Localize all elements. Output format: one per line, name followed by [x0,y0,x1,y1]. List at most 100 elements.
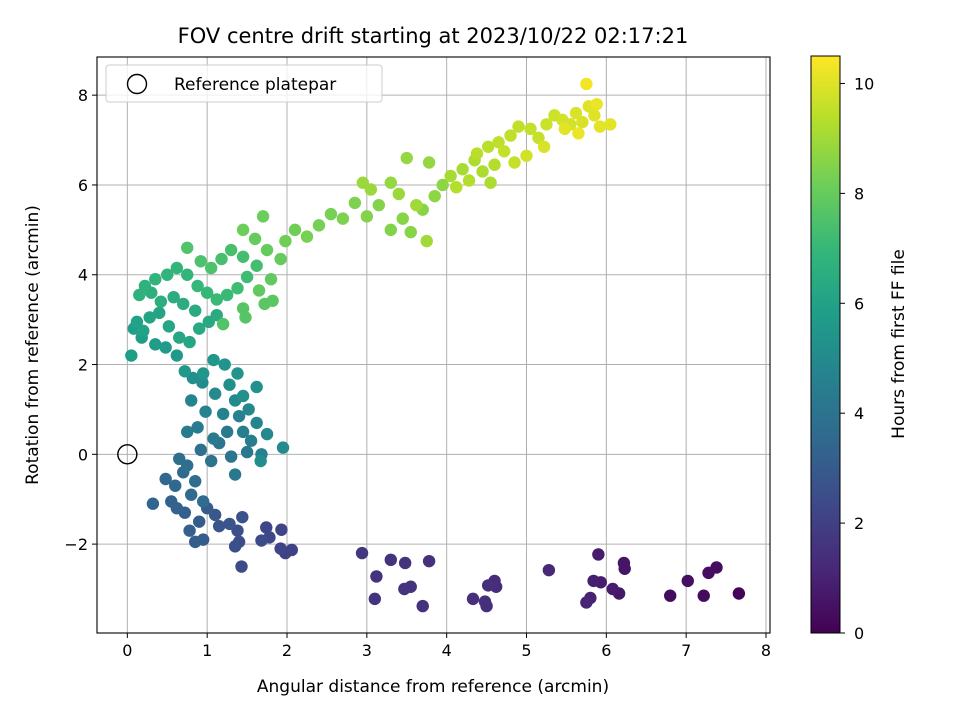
legend-box [105,64,383,103]
data-point [422,554,436,568]
data-point [400,151,413,165]
data-point [274,542,287,555]
data-point [580,596,593,609]
data-point [492,136,505,149]
data-point [215,252,228,266]
x-tick-label: 0 [122,641,132,660]
data-point [196,367,210,380]
y-tick-label: 8 [78,86,88,105]
data-point [181,425,194,439]
data-point [588,109,601,122]
data-point [466,592,480,606]
data-point [462,174,476,187]
data-point [348,196,362,210]
data-point [188,535,202,549]
data-point [125,349,138,362]
data-point [396,212,409,225]
data-point [218,358,231,371]
data-point [223,378,236,391]
data-point [183,524,196,537]
data-point [470,147,484,160]
data-point [255,534,268,547]
data-point [336,212,350,225]
data-point [173,331,186,344]
data-point [592,548,605,561]
data-point [702,566,715,580]
y-tick-label: 2 [78,356,88,375]
data-point [484,176,497,189]
data-point [254,454,267,468]
data-point [481,140,495,153]
x-tick-label: 3 [362,641,372,660]
data-point [240,270,254,284]
data-point [177,297,190,311]
data-point [524,122,537,136]
data-point [159,341,172,354]
data-point [207,432,220,445]
data-point [191,279,204,293]
colorbar-tick-label: 4 [854,404,864,423]
data-point [504,129,517,142]
data-point [664,589,677,602]
data-point [181,268,194,281]
data-point [244,434,258,448]
data-point [196,495,210,508]
x-axis-ticks: 0 1 2 3 4 5 6 7 8 [122,633,771,660]
data-point [542,563,556,577]
data-point [137,324,150,338]
colorbar [810,55,841,634]
data-point [604,118,617,131]
data-point [149,338,162,351]
data-point [384,176,397,189]
reference-platepar-marker [117,444,138,465]
data-point [398,556,412,570]
plot-frame [96,56,771,634]
data-point [250,416,263,430]
y-tick-label: 4 [78,266,88,285]
data-point [312,219,326,232]
legend-marker-icon [126,73,148,95]
data-point [540,118,553,131]
data-point [266,294,279,307]
data-point [188,475,202,488]
data-point [239,311,252,324]
x-tick-label: 4 [442,641,452,660]
data-point [232,409,246,423]
data-point [204,261,218,275]
colorbar-tick-label: 0 [854,624,864,643]
data-point [162,320,176,333]
data-point [410,198,423,212]
data-point [681,574,694,588]
data-point [224,243,238,257]
data-point [161,268,174,281]
data-point [450,180,463,194]
colorbar-tick-label: 8 [854,184,864,203]
data-point [130,315,144,329]
data-point [248,232,262,246]
x-axis-label: Angular distance from reference (arcmin) [257,677,609,697]
data-point [146,497,160,510]
data-point [178,365,192,378]
data-point [558,122,572,136]
data-point [194,443,207,457]
data-point [185,488,198,501]
data-point [360,210,374,223]
data-point [456,163,469,176]
data-point [256,210,270,223]
data-point [191,421,204,434]
data-point [231,282,244,295]
data-point [196,376,209,389]
data-point [223,517,236,531]
data-point [153,306,166,320]
data-point [236,250,250,263]
data-point [165,495,178,508]
data-point [512,120,525,133]
data-point [372,198,386,212]
data-point [149,273,162,286]
x-tick-label: 5 [521,641,531,660]
data-point [204,454,218,468]
data-point [355,546,369,560]
data-point [274,252,287,266]
data-point [170,261,184,275]
